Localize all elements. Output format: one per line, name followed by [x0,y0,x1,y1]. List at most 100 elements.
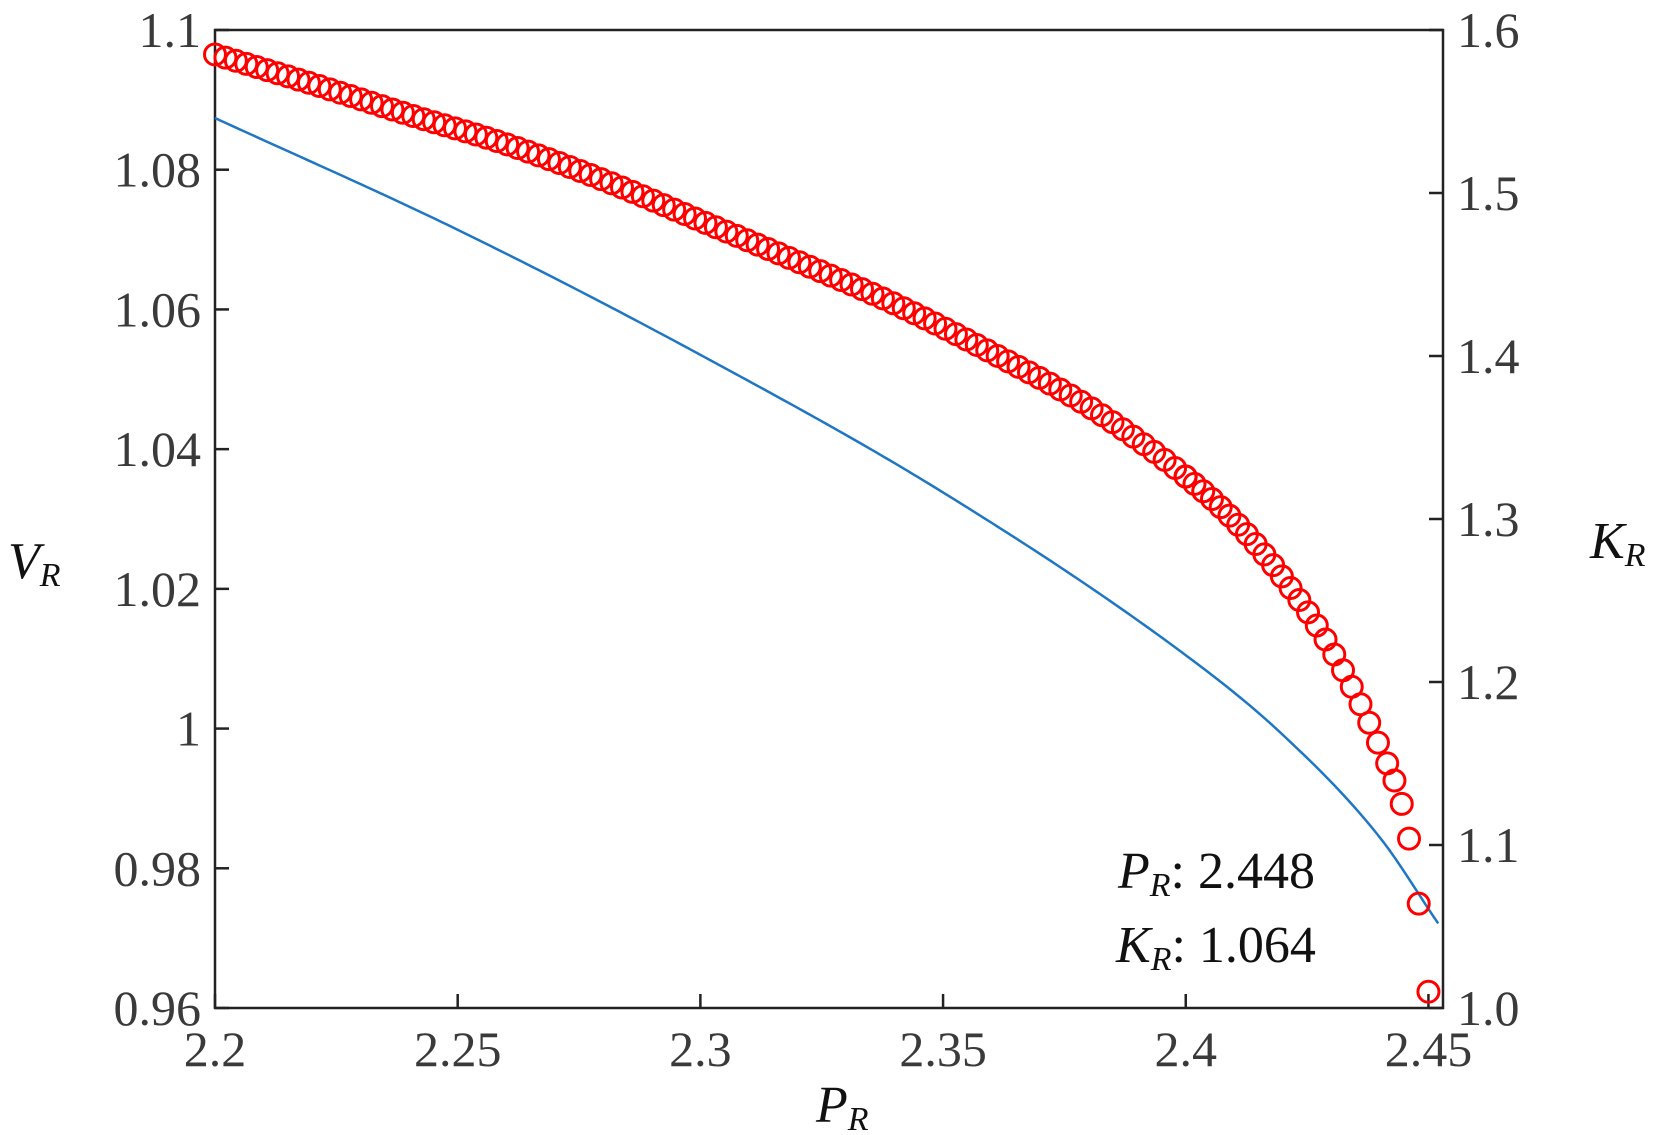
annotation-kr: KR: 1.064 [1115,917,1316,978]
k-marker [474,125,499,150]
y-right-axis-title: KR [1589,513,1646,574]
k-marker [599,171,624,196]
k-marker [766,241,791,266]
k-marker [641,188,666,213]
annotation-pr: PR: 2.448 [1117,843,1315,904]
k-marker [328,80,353,105]
y-left-tick-label: 0.98 [114,840,202,896]
k-marker [338,84,363,109]
y-right-tick-label: 1.1 [1457,817,1520,873]
k-marker [1406,891,1431,916]
k-marker [484,128,509,153]
k-marker [1287,587,1312,612]
k-marker [620,179,645,204]
x-tick-label: 2.4 [1155,1021,1218,1077]
x-tick-label: 2.35 [899,1021,987,1077]
k-marker [568,158,593,183]
k-marker [223,48,248,73]
x-tick-label: 2.25 [414,1021,502,1077]
left-axis-ticks: 0.96 0.98 1 1.02 1.04 1.06 1.08 1.1 [114,2,229,1036]
k-marker [724,223,749,248]
k-marker [797,254,822,279]
k-marker [349,87,374,112]
voltage-curve [214,116,1440,925]
k-marker [818,263,843,288]
k-marker [756,237,781,262]
k-marker [359,90,384,115]
k-marker [693,210,718,235]
k-marker [829,268,854,293]
k-marker [1278,576,1303,601]
k-marker [411,107,436,132]
k-marker [735,228,760,253]
k-marker [317,77,342,102]
k-marker [1357,710,1382,735]
k-marker [453,119,478,144]
k-marker [401,104,426,129]
right-axis-ticks: 1.0 1.1 1.2 1.3 1.4 1.5 1.6 [1429,2,1520,1036]
k-marker [703,215,728,240]
k-series-markers [203,42,1441,1004]
k-marker [808,259,833,284]
y-right-tick-label: 1.4 [1457,328,1520,384]
k-marker [776,245,801,270]
voltage-series [214,116,1440,925]
k-marker [432,113,457,138]
y-right-tick-label: 1.6 [1457,2,1520,58]
k-marker [234,51,259,76]
x-tick-label: 2.2 [184,1021,247,1077]
bottom-axis-ticks: 2.2 2.25 2.3 2.35 2.4 2.45 [184,994,1472,1077]
k-marker [390,100,415,125]
k-marker [1397,826,1422,851]
k-marker [1416,979,1441,1004]
y-left-tick-label: 1.1 [139,2,202,58]
y-left-axis-title: VR [8,533,61,594]
y-right-tick-label: 1.3 [1457,491,1520,547]
k-marker [203,42,227,67]
k-marker [609,175,634,200]
k-marker [1382,768,1407,793]
k-marker [630,184,655,209]
k-marker [244,54,269,79]
k-marker [714,219,739,244]
k-marker [526,143,551,168]
k-marker [651,193,676,218]
k-marker [1365,730,1390,755]
k-marker [380,97,405,122]
k-marker [578,163,603,188]
k-marker [683,206,708,231]
k-marker [672,202,697,227]
k-marker [1208,495,1233,520]
k-marker [662,197,687,222]
k-marker [839,272,864,297]
k-marker [265,61,290,86]
y-left-tick-label: 1.06 [114,281,202,337]
x-tick-label: 2.3 [669,1021,732,1077]
y-right-tick-label: 1.5 [1457,165,1520,221]
k-marker [463,122,488,147]
k-marker [505,135,530,160]
k-marker [255,58,280,83]
y-right-tick-label: 1.0 [1457,980,1520,1036]
k-marker [557,154,582,179]
k-marker [589,167,614,192]
k-marker [516,139,541,164]
k-marker [787,250,812,275]
k-marker [213,45,238,70]
k-marker [443,116,468,141]
y-left-tick-label: 1.04 [114,421,202,477]
x-axis-title: PR [815,1077,869,1135]
y-left-tick-label: 0.96 [114,980,202,1036]
k-marker [422,110,447,135]
x-tick-label: 2.45 [1385,1021,1473,1077]
y-right-tick-label: 1.2 [1457,654,1520,710]
k-marker [1389,791,1414,816]
k-marker [307,74,332,99]
k-marker [745,232,770,257]
k-marker [296,70,321,95]
y-left-tick-label: 1.08 [114,142,202,198]
k-marker [369,94,394,119]
k-marker [286,67,311,92]
k-marker [547,151,572,176]
